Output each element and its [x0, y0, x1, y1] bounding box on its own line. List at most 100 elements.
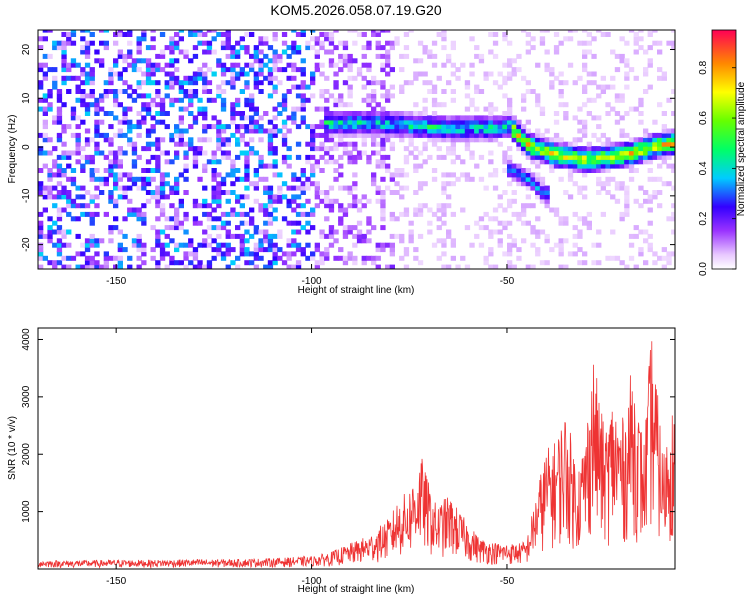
- heatmap-cell: [417, 111, 424, 116]
- heatmap-cell: [356, 128, 363, 134]
- heatmap-cell: [61, 49, 67, 55]
- heatmap-cell: [230, 233, 236, 239]
- heatmap-cell: [483, 71, 489, 77]
- heatmap-cell: [507, 124, 513, 130]
- heatmap-cell: [286, 220, 292, 226]
- heatmap-cell: [310, 255, 316, 261]
- heatmap-cell: [488, 119, 494, 125]
- heatmap-cell: [155, 216, 161, 222]
- heatmap-cell: [614, 255, 621, 261]
- heatmap-cell: [582, 53, 588, 59]
- heatmap-cell: [136, 45, 142, 51]
- heatmap-cell: [619, 93, 625, 99]
- heatmap-cell: [291, 220, 297, 226]
- heatmap-cell: [89, 137, 95, 143]
- heatmap-cell: [671, 30, 675, 33]
- heatmap-cell: [103, 132, 109, 138]
- heatmap-cell: [122, 89, 128, 94]
- heatmap-cell: [549, 137, 555, 143]
- heatmap-cell: [671, 132, 675, 138]
- heatmap-cell: [366, 124, 372, 130]
- heatmap-cell: [652, 119, 658, 125]
- heatmap-cell: [178, 49, 184, 55]
- heatmap-cell: [338, 163, 344, 169]
- heatmap-cell: [272, 198, 278, 204]
- heatmap-cell: [544, 137, 550, 143]
- heatmap-cell: [277, 229, 283, 235]
- heatmap-cell: [563, 141, 569, 147]
- heatmap-cell: [577, 216, 583, 222]
- heatmap-cell: [605, 255, 611, 261]
- heatmap-cell: [333, 146, 339, 152]
- heatmap-cell: [169, 132, 175, 138]
- heatmap-cell: [94, 203, 100, 209]
- heatmap-cell: [174, 75, 180, 81]
- heatmap-cell: [47, 172, 53, 178]
- heatmap-cell: [108, 238, 114, 244]
- heatmap-cell: [70, 150, 77, 156]
- heatmap-cell: [249, 150, 255, 156]
- heatmap-cell: [230, 247, 236, 253]
- heatmap-cell: [558, 242, 564, 248]
- heatmap-cell: [502, 168, 508, 173]
- heatmap-cell: [628, 150, 635, 156]
- heatmap-cell: [464, 137, 471, 143]
- heatmap-cell: [249, 137, 255, 143]
- heatmap-cell: [225, 198, 231, 204]
- heatmap-cell: [300, 102, 306, 108]
- heatmap-cell: [567, 146, 574, 152]
- heatmap-cell: [610, 150, 616, 156]
- heatmap-cell: [314, 106, 320, 112]
- heatmap-cell: [544, 128, 550, 134]
- heatmap-cell: [600, 132, 606, 138]
- heatmap-cell: [403, 211, 410, 217]
- heatmap-cell: [469, 102, 475, 108]
- heatmap-cell: [42, 207, 48, 213]
- heatmap-cell: [361, 194, 367, 200]
- heatmap-cell: [460, 124, 466, 130]
- heatmap-cell: [399, 233, 405, 239]
- heatmap-cell: [277, 58, 283, 64]
- heatmap-cell: [553, 132, 560, 138]
- heatmap-cell: [441, 132, 447, 138]
- heatmap-cell: [291, 238, 297, 244]
- heatmap-cell: [183, 106, 189, 112]
- heatmap-cell: [389, 40, 395, 46]
- heatmap-cell: [371, 172, 377, 178]
- heatmap-cell: [338, 115, 344, 121]
- heatmap-cell: [553, 159, 560, 165]
- heatmap-cell: [492, 80, 499, 86]
- heatmap-cell: [310, 30, 316, 33]
- heatmap-cell: [535, 62, 541, 68]
- heatmap-cell: [155, 185, 161, 191]
- heatmap-cell: [417, 203, 424, 209]
- heatmap-cell: [361, 62, 367, 68]
- heatmap-cell: [66, 154, 72, 160]
- heatmap-cell: [188, 30, 194, 33]
- heatmap-cell: [497, 119, 503, 125]
- heatmap-cell: [549, 150, 555, 156]
- heatmap-cell: [192, 146, 199, 152]
- heatmap-cell: [530, 229, 536, 235]
- heatmap-cell: [225, 242, 231, 248]
- heatmap-cell: [596, 137, 602, 143]
- heatmap-cell: [624, 211, 630, 217]
- heatmap-cell: [352, 198, 358, 204]
- heatmap-cell: [117, 30, 123, 33]
- heatmap-cell: [258, 62, 264, 68]
- heatmap-cell: [99, 238, 105, 244]
- heatmap-cell: [582, 62, 588, 68]
- heatmap-cell: [558, 71, 564, 77]
- heatmap-cell: [638, 203, 644, 209]
- spectrogram-y-axis-label: Frequency (Hz): [7, 115, 18, 184]
- heatmap-cell: [572, 141, 578, 147]
- heatmap-cell: [431, 137, 438, 143]
- heatmap-cell: [375, 32, 381, 37]
- heatmap-cell: [159, 194, 166, 200]
- heatmap-cell: [56, 163, 63, 169]
- heatmap-cell: [239, 247, 245, 253]
- heatmap-cell: [633, 264, 639, 269]
- heatmap-cell: [324, 146, 330, 152]
- heatmap-cell: [267, 247, 274, 253]
- heatmap-cell: [446, 80, 452, 86]
